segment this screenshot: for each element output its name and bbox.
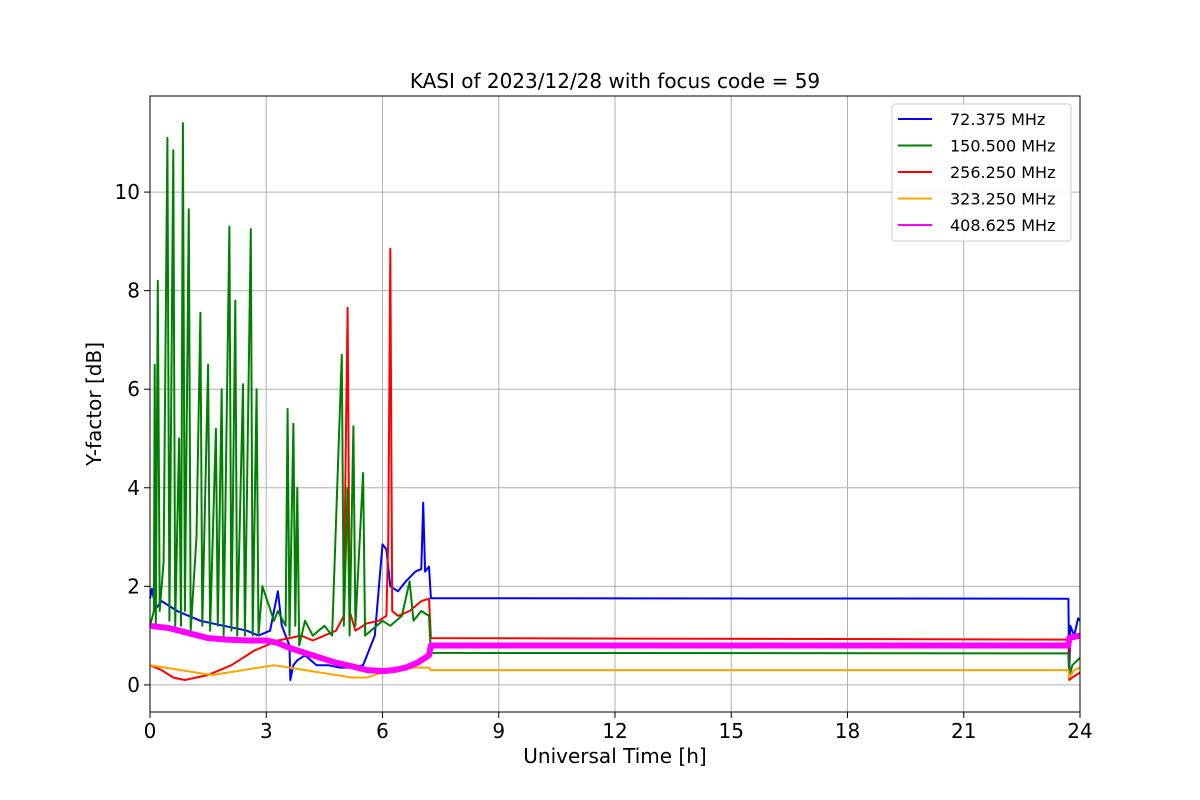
y-tick-label: 10 <box>115 180 140 204</box>
x-tick-label: 9 <box>492 719 505 743</box>
x-tick-label: 0 <box>144 719 157 743</box>
series-layer <box>149 122 1081 681</box>
legend-label: 408.625 MHz <box>950 216 1055 235</box>
series-line-2 <box>149 247 1081 681</box>
x-axis-ticks: 0 3 6 9 12 15 18 21 24 <box>144 712 1093 743</box>
y-tick-label: 4 <box>127 476 140 500</box>
legend-label: 150.500 MHz <box>950 137 1055 156</box>
series-line-4 <box>149 622 1081 675</box>
x-tick-label: 24 <box>1067 719 1092 743</box>
x-axis-label: Universal Time [h] <box>523 744 706 768</box>
y-axis-ticks: 0 2 4 6 8 10 <box>115 180 150 697</box>
series-line-3 <box>149 664 1081 679</box>
legend-label: 72.375 MHz <box>950 110 1045 129</box>
legend-box <box>891 103 1072 242</box>
chart-title: KASI of 2023/12/28 with focus code = 59 <box>410 69 820 93</box>
y-tick-label: 8 <box>127 279 140 303</box>
y-tick-label: 2 <box>127 574 140 598</box>
legend-label: 256.250 MHz <box>950 163 1055 182</box>
x-tick-label: 21 <box>951 719 976 743</box>
x-tick-label: 6 <box>376 719 389 743</box>
y-tick-label: 6 <box>127 377 140 401</box>
y-axis-label: Y-factor [dB] <box>82 342 106 467</box>
x-tick-label: 18 <box>835 719 860 743</box>
legend-label: 323.250 MHz <box>950 190 1055 209</box>
x-tick-label: 12 <box>602 719 627 743</box>
x-tick-label: 15 <box>719 719 744 743</box>
legend: 72.375 MHz 150.500 MHz 256.250 MHz 323.250 … <box>891 103 1072 242</box>
x-tick-label: 3 <box>260 719 273 743</box>
y-tick-label: 0 <box>127 673 140 697</box>
series-line-1 <box>149 122 1081 679</box>
